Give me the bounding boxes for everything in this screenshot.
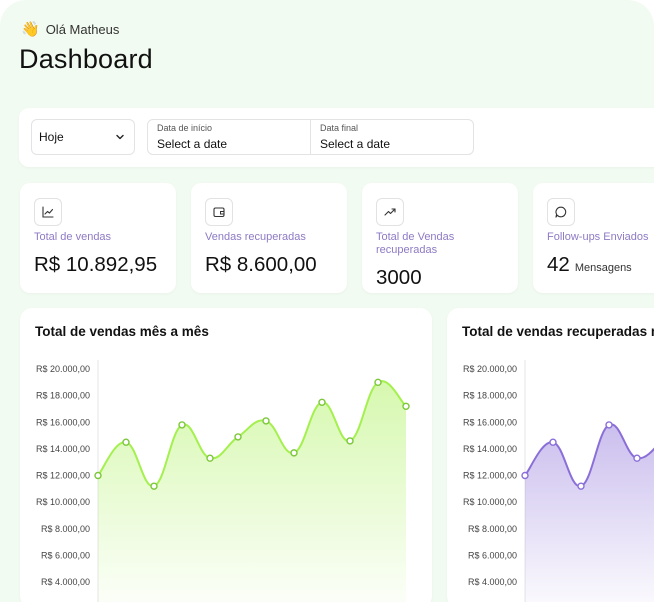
chart-title: Total de vendas recuperadas m [462, 324, 654, 339]
kpi-label: Total de vendas [34, 231, 112, 243]
data-point[interactable] [549, 438, 557, 446]
data-point[interactable] [521, 471, 529, 480]
kpi-label-line2: recuperadas [376, 244, 438, 256]
start-date-label: Data de início [157, 123, 213, 133]
data-point[interactable] [94, 471, 102, 480]
y-tick-label: R$ 10.000,00 [36, 497, 90, 507]
y-tick-label: R$ 6.000,00 [41, 550, 90, 560]
filter-bar: Hoje Data de início Select a date Data f… [19, 108, 654, 167]
period-select[interactable]: Hoje [31, 119, 135, 155]
area-fill [98, 381, 406, 602]
data-point[interactable] [605, 421, 613, 429]
y-tick-label: R$ 18.000,00 [463, 391, 517, 401]
kpi-value-suffix: Mensagens [574, 262, 632, 274]
data-point[interactable] [346, 437, 354, 445]
data-point[interactable] [122, 438, 130, 446]
y-tick-label: R$ 16.000,00 [463, 417, 517, 427]
end-date-label: Data final [320, 123, 359, 133]
greeting-text: Olá Matheus [45, 22, 120, 37]
kpi-card-recovered-count: Total de Vendas recuperadas 3000 [362, 183, 518, 293]
kpi-card-recovered-sales: Vendas recuperadas R$ 8.600,00 [191, 183, 347, 293]
chart-title: Total de vendas mês a mês [35, 324, 209, 339]
waving-hand-icon: 👋 [21, 21, 40, 38]
kpi-value-number: 42 [547, 253, 570, 276]
data-point[interactable] [234, 433, 242, 441]
y-tick-label: R$ 14.000,00 [36, 444, 90, 454]
y-tick-label: R$ 20.000,00 [463, 364, 517, 374]
kpi-value: 3000 [376, 266, 422, 289]
kpi-value: 42 Mensagens [547, 253, 632, 277]
kpi-card-total-sales: Total de vendas R$ 10.892,95 [20, 183, 176, 293]
y-tick-label: R$ 8.000,00 [41, 524, 90, 534]
data-point[interactable] [206, 454, 214, 462]
y-tick-label: R$ 4.000,00 [41, 577, 90, 587]
message-circle-icon [547, 198, 575, 226]
chart-card-sales-monthly: Total de vendas mês a mês R$ 20.000,00 R$… [20, 308, 432, 602]
y-tick-label: R$ 12.000,00 [463, 471, 517, 481]
data-point[interactable] [262, 417, 270, 425]
y-tick-label: R$ 18.000,00 [36, 391, 90, 401]
line-chart-icon [34, 198, 62, 226]
kpi-card-followups: Follow-ups Enviados 42 Mensagens [533, 183, 654, 293]
greeting: 👋 Olá Matheus [21, 22, 119, 37]
wallet-icon [205, 198, 233, 226]
start-date-value: Select a date [157, 137, 228, 151]
data-point[interactable] [402, 402, 410, 410]
data-point[interactable] [178, 421, 186, 429]
recovered-chart: R$ 20.000,00 R$ 18.000,00 R$ 16.000,00 R$ 1… [463, 360, 654, 602]
end-date-picker[interactable]: Data final Select a date [310, 119, 474, 155]
y-tick-label: R$ 14.000,00 [463, 444, 517, 454]
area-fill [525, 424, 654, 602]
kpi-value: R$ 10.892,95 [34, 253, 158, 276]
data-point[interactable] [577, 482, 585, 490]
y-tick-label: R$ 20.000,00 [36, 364, 90, 374]
period-select-value: Hoje [39, 130, 64, 144]
data-point[interactable] [290, 449, 298, 457]
kpi-label-line1: Total de Vendas [376, 231, 455, 243]
kpi-value: R$ 8.600,00 [205, 253, 317, 276]
end-date-value: Select a date [320, 137, 391, 151]
y-tick-label: R$ 16.000,00 [36, 417, 90, 427]
y-tick-label: R$ 10.000,00 [463, 497, 517, 507]
y-tick-label: R$ 4.000,00 [468, 577, 517, 587]
data-point[interactable] [150, 482, 158, 490]
y-tick-label: R$ 8.000,00 [468, 524, 517, 534]
chart-card-recovered-monthly: Total de vendas recuperadas m R$ 20.000,… [447, 308, 654, 602]
y-tick-label: R$ 12.000,00 [36, 471, 90, 481]
chevron-down-icon [116, 134, 124, 140]
data-point[interactable] [374, 378, 382, 387]
trending-up-icon [376, 198, 404, 226]
page-title: Dashboard [19, 44, 153, 74]
kpi-label: Vendas recuperadas [205, 231, 306, 243]
kpi-label: Total de Vendas recuperadas [376, 231, 454, 257]
kpi-label: Follow-ups Enviados [547, 231, 649, 243]
sales-chart: R$ 20.000,00 R$ 18.000,00 R$ 16.000,00 R$ 1… [36, 360, 410, 602]
start-date-picker[interactable]: Data de início Select a date [147, 119, 311, 155]
y-tick-label: R$ 6.000,00 [468, 550, 517, 560]
data-point[interactable] [318, 398, 326, 406]
data-point[interactable] [633, 454, 641, 462]
